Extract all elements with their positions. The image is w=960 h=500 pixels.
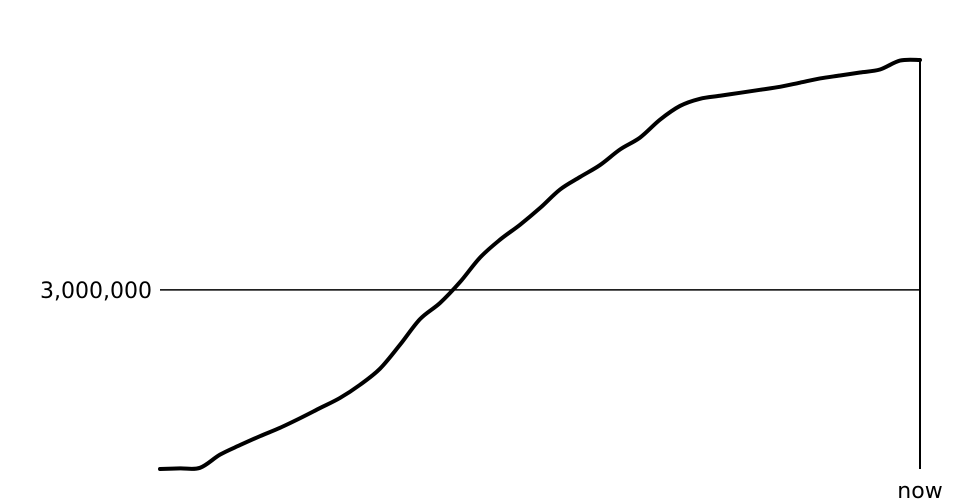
x-tick-label-now: now (897, 479, 942, 500)
y-tick-label: 3,000,000 (40, 279, 152, 304)
series-line (158, 57, 922, 471)
